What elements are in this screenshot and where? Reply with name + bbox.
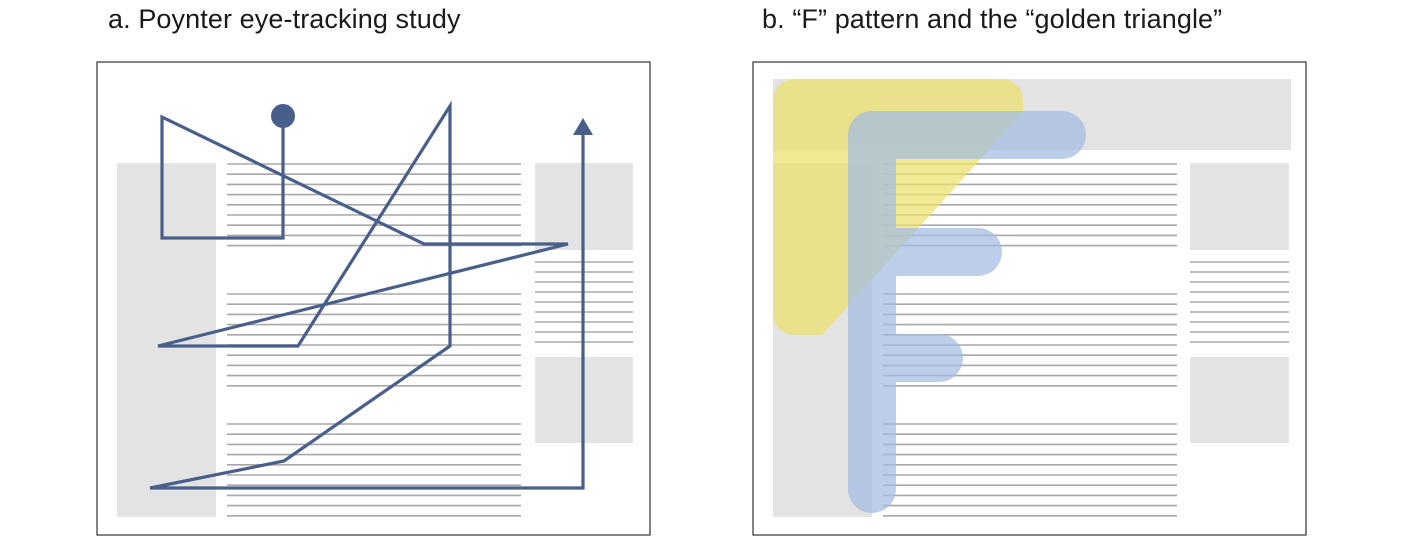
panel-a-left-column-block xyxy=(117,163,216,517)
panel-b-right-bottom-block xyxy=(1190,357,1289,443)
gaze-start-dot xyxy=(271,104,295,128)
f-pattern-shape xyxy=(848,111,1086,513)
panel-b xyxy=(752,61,1307,536)
gaze-path-line xyxy=(149,100,585,490)
gaze-path xyxy=(149,100,593,490)
panel-a xyxy=(96,61,651,536)
panel-a-title: a. Poynter eye-tracking study xyxy=(108,4,461,34)
panel-b-right-top-block xyxy=(1190,163,1289,250)
panel-b-side-text-lines xyxy=(1190,261,1289,343)
gaze-end-arrowhead xyxy=(573,118,593,135)
panel-b-title: b. “F” pattern and the “golden triangle” xyxy=(762,4,1223,34)
